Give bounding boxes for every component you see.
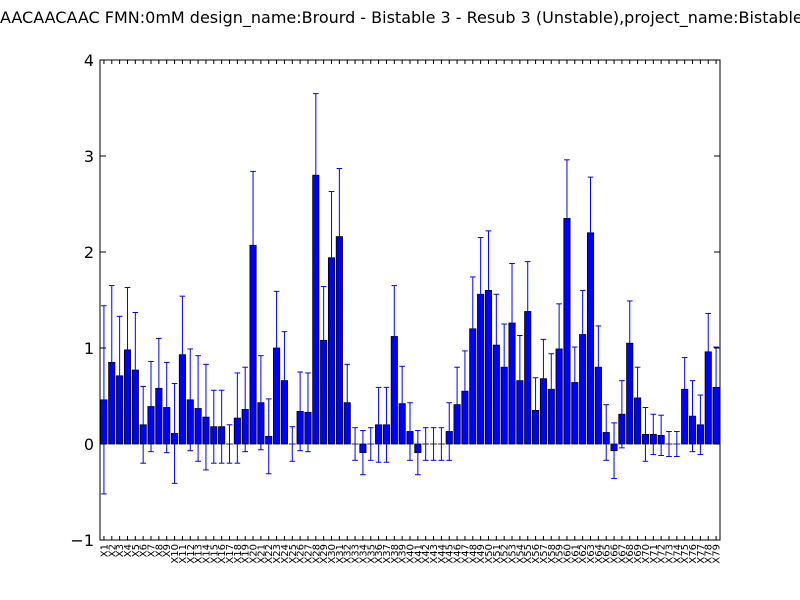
x-tick-label-X65: X65 (602, 544, 613, 564)
x-tick-label-X37: X37 (382, 544, 393, 564)
x-tick-label-X74: X74 (672, 544, 683, 564)
x-tick-label-X30: X30 (327, 544, 338, 564)
x-tick-label-X63: X63 (586, 544, 597, 564)
x-tick-label-X14: X14 (201, 544, 212, 564)
x-tick-label-X25: X25 (288, 544, 299, 564)
y-tick-label-1: 1 (84, 339, 94, 358)
x-tick-label-X33: X33 (351, 544, 362, 564)
x-tick-label-X28: X28 (311, 544, 322, 564)
x-tick-label-X49: X49 (476, 544, 487, 564)
x-tick-label-X11: X11 (178, 544, 189, 564)
x-tick-label-X18: X18 (233, 544, 244, 564)
x-tick-label-X16: X16 (217, 544, 228, 564)
x-tick-label-X6: X6 (139, 544, 150, 557)
x-tick-label-X41: X41 (413, 544, 424, 564)
x-tick-label-X10: X10 (170, 544, 181, 564)
x-tick-label-X26: X26 (296, 544, 307, 564)
x-tick-label-X13: X13 (194, 544, 205, 564)
x-tick-label-X61: X61 (570, 544, 581, 564)
x-tick-label-X44: X44 (437, 544, 448, 564)
x-tick-label-X77: X77 (696, 544, 707, 564)
x-tick-label-X68: X68 (625, 544, 636, 564)
x-tick-label-X4: X4 (123, 544, 134, 557)
x-tick-label-X58: X58 (547, 544, 558, 564)
x-tick-label-X56: X56 (531, 544, 542, 564)
chart-title-text: AACAACAAC FMN:0mM design_name:Brourd - B… (0, 8, 800, 27)
x-tick-label-X39: X39 (398, 544, 409, 564)
x-tick-label-X24: X24 (280, 544, 291, 564)
x-tick-label-X47: X47 (460, 544, 471, 564)
x-tick-label-X29: X29 (319, 544, 330, 564)
y-tick-label-4: 4 (84, 51, 94, 70)
x-tick-label-X78: X78 (704, 544, 715, 564)
x-tick-label-X54: X54 (515, 544, 526, 564)
x-tick-label-X76: X76 (688, 544, 699, 564)
x-tick-label-X9: X9 (162, 544, 173, 557)
x-tick-label-X2: X2 (107, 544, 118, 557)
x-tick-label-X8: X8 (154, 544, 165, 557)
x-tick-label-X23: X23 (272, 544, 283, 564)
x-tick-label-X1: X1 (99, 544, 110, 557)
x-tick-label-X45: X45 (445, 544, 456, 564)
y-tick-label-0: 0 (84, 435, 94, 454)
x-tick-label-X57: X57 (539, 544, 550, 564)
x-tick-label-X17: X17 (225, 544, 236, 564)
x-tick-label-X71: X71 (649, 544, 660, 564)
x-tick-label-X42: X42 (421, 544, 432, 564)
x-tick-label-X73: X73 (664, 544, 675, 564)
y-tick-label--1: −1 (70, 531, 94, 550)
x-tick-label-X52: X52 (500, 544, 511, 564)
chart-title: AACAACAAC FMN:0mM design_name:Brourd - B… (0, 8, 800, 32)
x-tick-label-X53: X53 (508, 544, 519, 564)
x-tick-label-X60: X60 (562, 544, 573, 564)
x-tick-label-X59: X59 (555, 544, 566, 564)
x-tick-label-X69: X69 (633, 544, 644, 564)
x-tick-label-X72: X72 (657, 544, 668, 564)
x-tick-label-X36: X36 (374, 544, 385, 564)
x-tick-label-X22: X22 (264, 544, 275, 564)
x-tick-label-X67: X67 (617, 544, 628, 564)
x-tick-label-X70: X70 (641, 544, 652, 564)
x-axis: X1X2X3X4X5X6X7X8X9X10X11X12X13X14X15X16X… (99, 60, 723, 564)
x-tick-label-X34: X34 (358, 544, 369, 564)
x-tick-label-X7: X7 (147, 544, 158, 557)
x-tick-label-X5: X5 (131, 544, 142, 557)
x-tick-label-X50: X50 (484, 544, 495, 564)
x-tick-label-X79: X79 (712, 544, 723, 564)
y-tick-label-2: 2 (84, 243, 94, 262)
x-tick-label-X62: X62 (578, 544, 589, 564)
x-tick-label-X15: X15 (209, 544, 220, 564)
x-tick-label-X48: X48 (468, 544, 479, 564)
x-tick-label-X20: X20 (249, 544, 260, 564)
x-tick-label-X64: X64 (594, 544, 605, 564)
x-tick-label-X35: X35 (366, 544, 377, 564)
x-tick-label-X66: X66 (610, 544, 621, 564)
x-tick-label-X31: X31 (335, 544, 346, 564)
plot-area-frame (99, 59, 721, 541)
x-tick-label-X32: X32 (343, 544, 354, 564)
x-tick-label-X40: X40 (406, 544, 417, 564)
y-axis: −1 0 1 2 3 4 (70, 51, 720, 550)
x-tick-label-X43: X43 (429, 544, 440, 564)
x-tick-label-X19: X19 (241, 544, 252, 564)
x-tick-label-X27: X27 (303, 544, 314, 564)
x-tick-label-X21: X21 (256, 544, 267, 564)
x-tick-label-X46: X46 (453, 544, 464, 564)
x-tick-label-X38: X38 (390, 544, 401, 564)
x-tick-label-X12: X12 (186, 544, 197, 564)
x-tick-label-X3: X3 (115, 544, 126, 557)
y-tick-label-3: 3 (84, 147, 94, 166)
x-tick-label-X55: X55 (523, 544, 534, 564)
error-bars-group (101, 93, 719, 495)
x-tick-label-X51: X51 (492, 544, 503, 564)
x-tick-label-X75: X75 (680, 544, 691, 564)
